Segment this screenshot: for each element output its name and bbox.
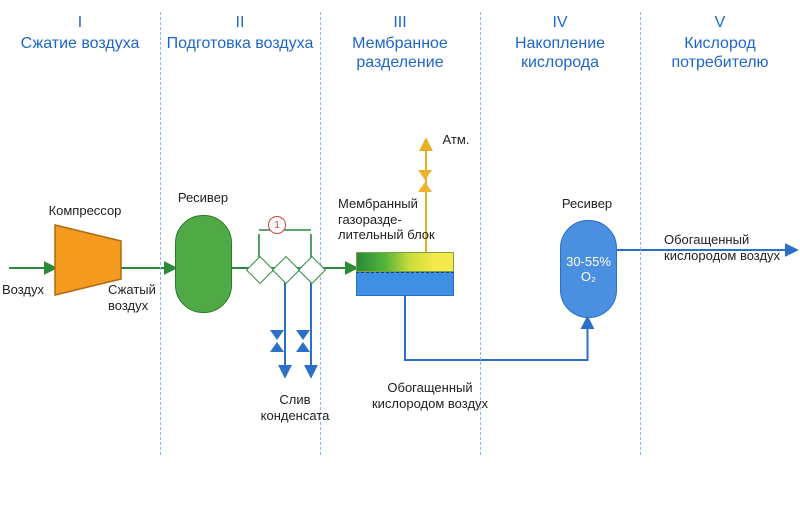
stage-number: II <box>160 14 320 32</box>
enriched-down-label: Обогащенныйкислородом воздух <box>360 380 500 411</box>
pressure-gauge: 1 <box>268 216 286 234</box>
stage-header: IV Накопление кислорода <box>480 14 640 72</box>
membrane-block <box>356 252 454 296</box>
air-in-label: Воздух <box>2 282 54 298</box>
stage-separator <box>160 12 161 455</box>
stage-title: Сжатие воздуха <box>0 34 160 53</box>
receiver-2-text: 30-55% O₂ <box>561 254 616 284</box>
stage-number: I <box>0 14 160 32</box>
stage-number: III <box>320 14 480 32</box>
stage-number: V <box>640 14 800 32</box>
stage-header: I Сжатие воздуха <box>0 14 160 53</box>
stage-header: II Подготовка воздуха <box>160 14 320 53</box>
stage-separator <box>320 12 321 455</box>
valve <box>296 330 310 352</box>
receiver-1 <box>175 215 232 313</box>
stage-title: Кислород потребителю <box>640 34 800 72</box>
stage-header: V Кислород потребителю <box>640 14 800 72</box>
compressed-air-label: Сжатый воздух <box>108 282 178 313</box>
receiver2-label: Ресивер <box>552 196 622 212</box>
stage-title: Подготовка воздуха <box>160 34 320 53</box>
stage-title: Мембранное разделение <box>320 34 480 72</box>
compressor-label: Компрессор <box>35 203 135 219</box>
valve <box>418 170 432 192</box>
atm-label: Атм. <box>436 132 476 148</box>
receiver1-label: Ресивер <box>168 190 238 206</box>
membrane-label: Мембранный газоразде-лительный блок <box>338 196 458 243</box>
condensate-drain-label: Сливконденсата <box>240 392 350 423</box>
enriched-out-label: Обогащенныйкислородом воздух <box>664 232 794 263</box>
valve <box>270 330 284 352</box>
stage-separator <box>640 12 641 455</box>
stage-header: III Мембранное разделение <box>320 14 480 72</box>
stage-title: Накопление кислорода <box>480 34 640 72</box>
receiver-2: 30-55% O₂ <box>560 220 617 318</box>
stage-number: IV <box>480 14 640 32</box>
